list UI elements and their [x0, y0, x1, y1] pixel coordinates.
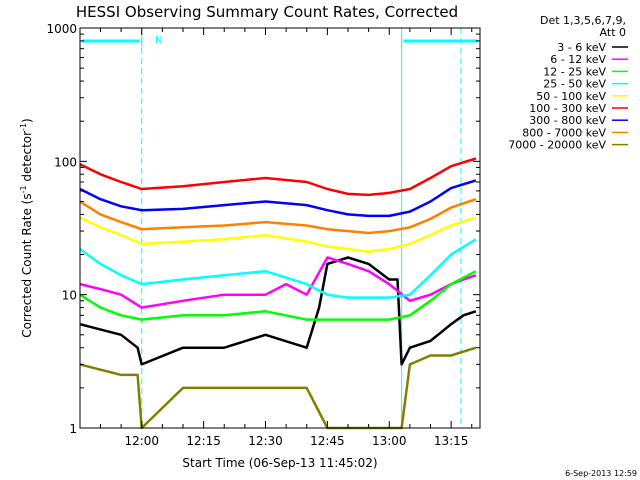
legend-entry-label: 6 - 12 keV [550, 53, 606, 66]
x-tick-label: 13:15 [434, 434, 469, 448]
x-tick-label: 12:00 [124, 434, 159, 448]
x-axis-label: Start Time (06-Sep-13 11:45:02) [182, 456, 377, 470]
legend-entry-label: 25 - 50 keV [543, 78, 606, 91]
series-line-8 [79, 346, 477, 430]
y-tick-label: 100 [54, 155, 77, 169]
legend-entry-label: 800 - 7000 keV [522, 126, 606, 139]
series-line-7 [79, 198, 477, 235]
series-line-4 [79, 216, 477, 253]
legend-header-attenuator: Att 0 [600, 26, 626, 39]
legend-header-detectors: Det 1,3,5,6,7,9, [540, 14, 626, 27]
y-tick-label: 1000 [46, 22, 77, 36]
series-line-2 [79, 270, 477, 321]
legend-entry-label: 100 - 300 keV [529, 102, 606, 115]
x-tick-label: 12:15 [186, 434, 221, 448]
y-tick-label: 10 [62, 289, 77, 303]
y-axis-label: Corrected Count Rate (s-1 detector-1) [19, 118, 34, 337]
legend-entry-label: 3 - 6 keV [557, 41, 606, 54]
x-axis-ticks: 12:00 12:15 12:30 12:45 13:00 13:15 [99, 28, 473, 448]
series-line-6 [79, 179, 477, 218]
generation-timestamp: 6-Sep-2013 12:59 [565, 469, 637, 478]
x-tick-label: 12:45 [310, 434, 345, 448]
night-marker-label: N [155, 35, 162, 46]
x-tick-label: 13:00 [372, 434, 407, 448]
y-axis-ticks: 1 10 100 1000 [46, 22, 480, 436]
plot-frame [79, 27, 481, 429]
x-tick-label: 12:30 [248, 434, 283, 448]
legend-entry-label: 7000 - 20000 keV [508, 139, 606, 152]
series-line-1 [79, 256, 477, 309]
series-lines [79, 157, 477, 430]
legend-entry-label: 12 - 25 keV [543, 65, 606, 78]
y-tick-label: 1 [69, 422, 77, 436]
chart-title: HESSI Observing Summary Count Rates, Cor… [76, 3, 458, 21]
series-line-5 [79, 157, 477, 197]
legend-entry-label: 300 - 800 keV [529, 114, 606, 127]
series-line-3 [79, 238, 477, 299]
legend-entry-label: 50 - 100 keV [536, 90, 606, 103]
